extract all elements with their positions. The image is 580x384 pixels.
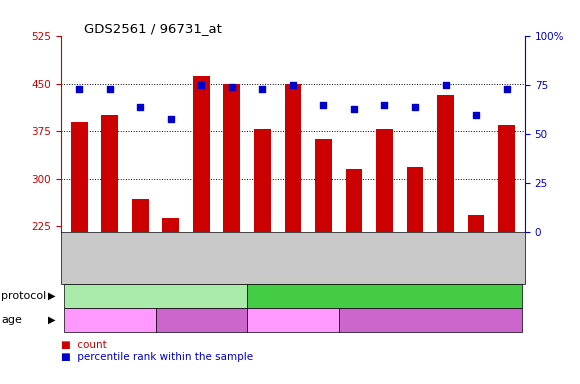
Bar xyxy=(498,125,515,232)
Text: GSM154147: GSM154147 xyxy=(437,236,445,282)
Text: GSM154143: GSM154143 xyxy=(193,236,201,282)
Text: 2 wk: 2 wk xyxy=(97,315,123,325)
Text: GSM154156: GSM154156 xyxy=(345,236,354,282)
Text: GSM154154: GSM154154 xyxy=(284,236,293,282)
Point xyxy=(472,112,481,118)
Bar xyxy=(254,129,271,232)
Text: GSM154145: GSM154145 xyxy=(375,236,385,282)
Point xyxy=(105,86,114,93)
Point xyxy=(319,102,328,108)
Text: 4 wk: 4 wk xyxy=(417,315,443,325)
Text: GSM154144: GSM154144 xyxy=(223,236,232,282)
Text: GSM154153: GSM154153 xyxy=(253,236,262,282)
Point xyxy=(349,106,358,112)
Text: GSM154152: GSM154152 xyxy=(131,236,140,282)
Point xyxy=(502,86,511,93)
Text: GSM154146: GSM154146 xyxy=(406,236,415,282)
Bar xyxy=(285,84,301,232)
Point xyxy=(166,116,175,122)
Point xyxy=(411,104,420,110)
Text: ▶: ▶ xyxy=(49,315,56,325)
Text: protocol: protocol xyxy=(1,291,46,301)
Text: GSM154150: GSM154150 xyxy=(70,236,79,282)
Bar xyxy=(193,76,210,232)
Point xyxy=(380,102,389,108)
Point xyxy=(441,83,450,89)
Bar xyxy=(467,215,484,232)
Bar xyxy=(71,122,88,232)
Text: GSM154149: GSM154149 xyxy=(498,236,506,282)
Point xyxy=(258,86,267,93)
Point xyxy=(197,83,206,89)
Point xyxy=(227,84,237,91)
Bar xyxy=(162,218,179,232)
Text: 4 wk: 4 wk xyxy=(188,315,215,325)
Bar xyxy=(315,139,332,232)
Text: GDS2561 / 96731_at: GDS2561 / 96731_at xyxy=(84,22,222,35)
Text: GSM154151: GSM154151 xyxy=(101,236,110,282)
Text: GSM154148: GSM154148 xyxy=(467,236,476,282)
Point xyxy=(136,104,145,110)
Bar xyxy=(407,167,423,232)
Bar xyxy=(437,95,454,232)
Text: age: age xyxy=(1,315,22,325)
Text: MAT1 ablation: MAT1 ablation xyxy=(345,291,424,301)
Text: ■  percentile rank within the sample: ■ percentile rank within the sample xyxy=(61,352,253,362)
Bar xyxy=(376,129,393,232)
Point xyxy=(288,83,298,89)
Bar xyxy=(132,199,148,232)
Point xyxy=(75,86,84,93)
Text: control: control xyxy=(136,291,175,301)
Bar xyxy=(346,169,362,232)
Text: ■  count: ■ count xyxy=(61,340,107,350)
Text: GSM154142: GSM154142 xyxy=(162,236,171,282)
Bar xyxy=(223,84,240,232)
Text: 2 wk: 2 wk xyxy=(280,315,306,325)
Bar xyxy=(102,116,118,232)
Text: GSM154155: GSM154155 xyxy=(314,236,324,282)
Text: ▶: ▶ xyxy=(49,291,56,301)
